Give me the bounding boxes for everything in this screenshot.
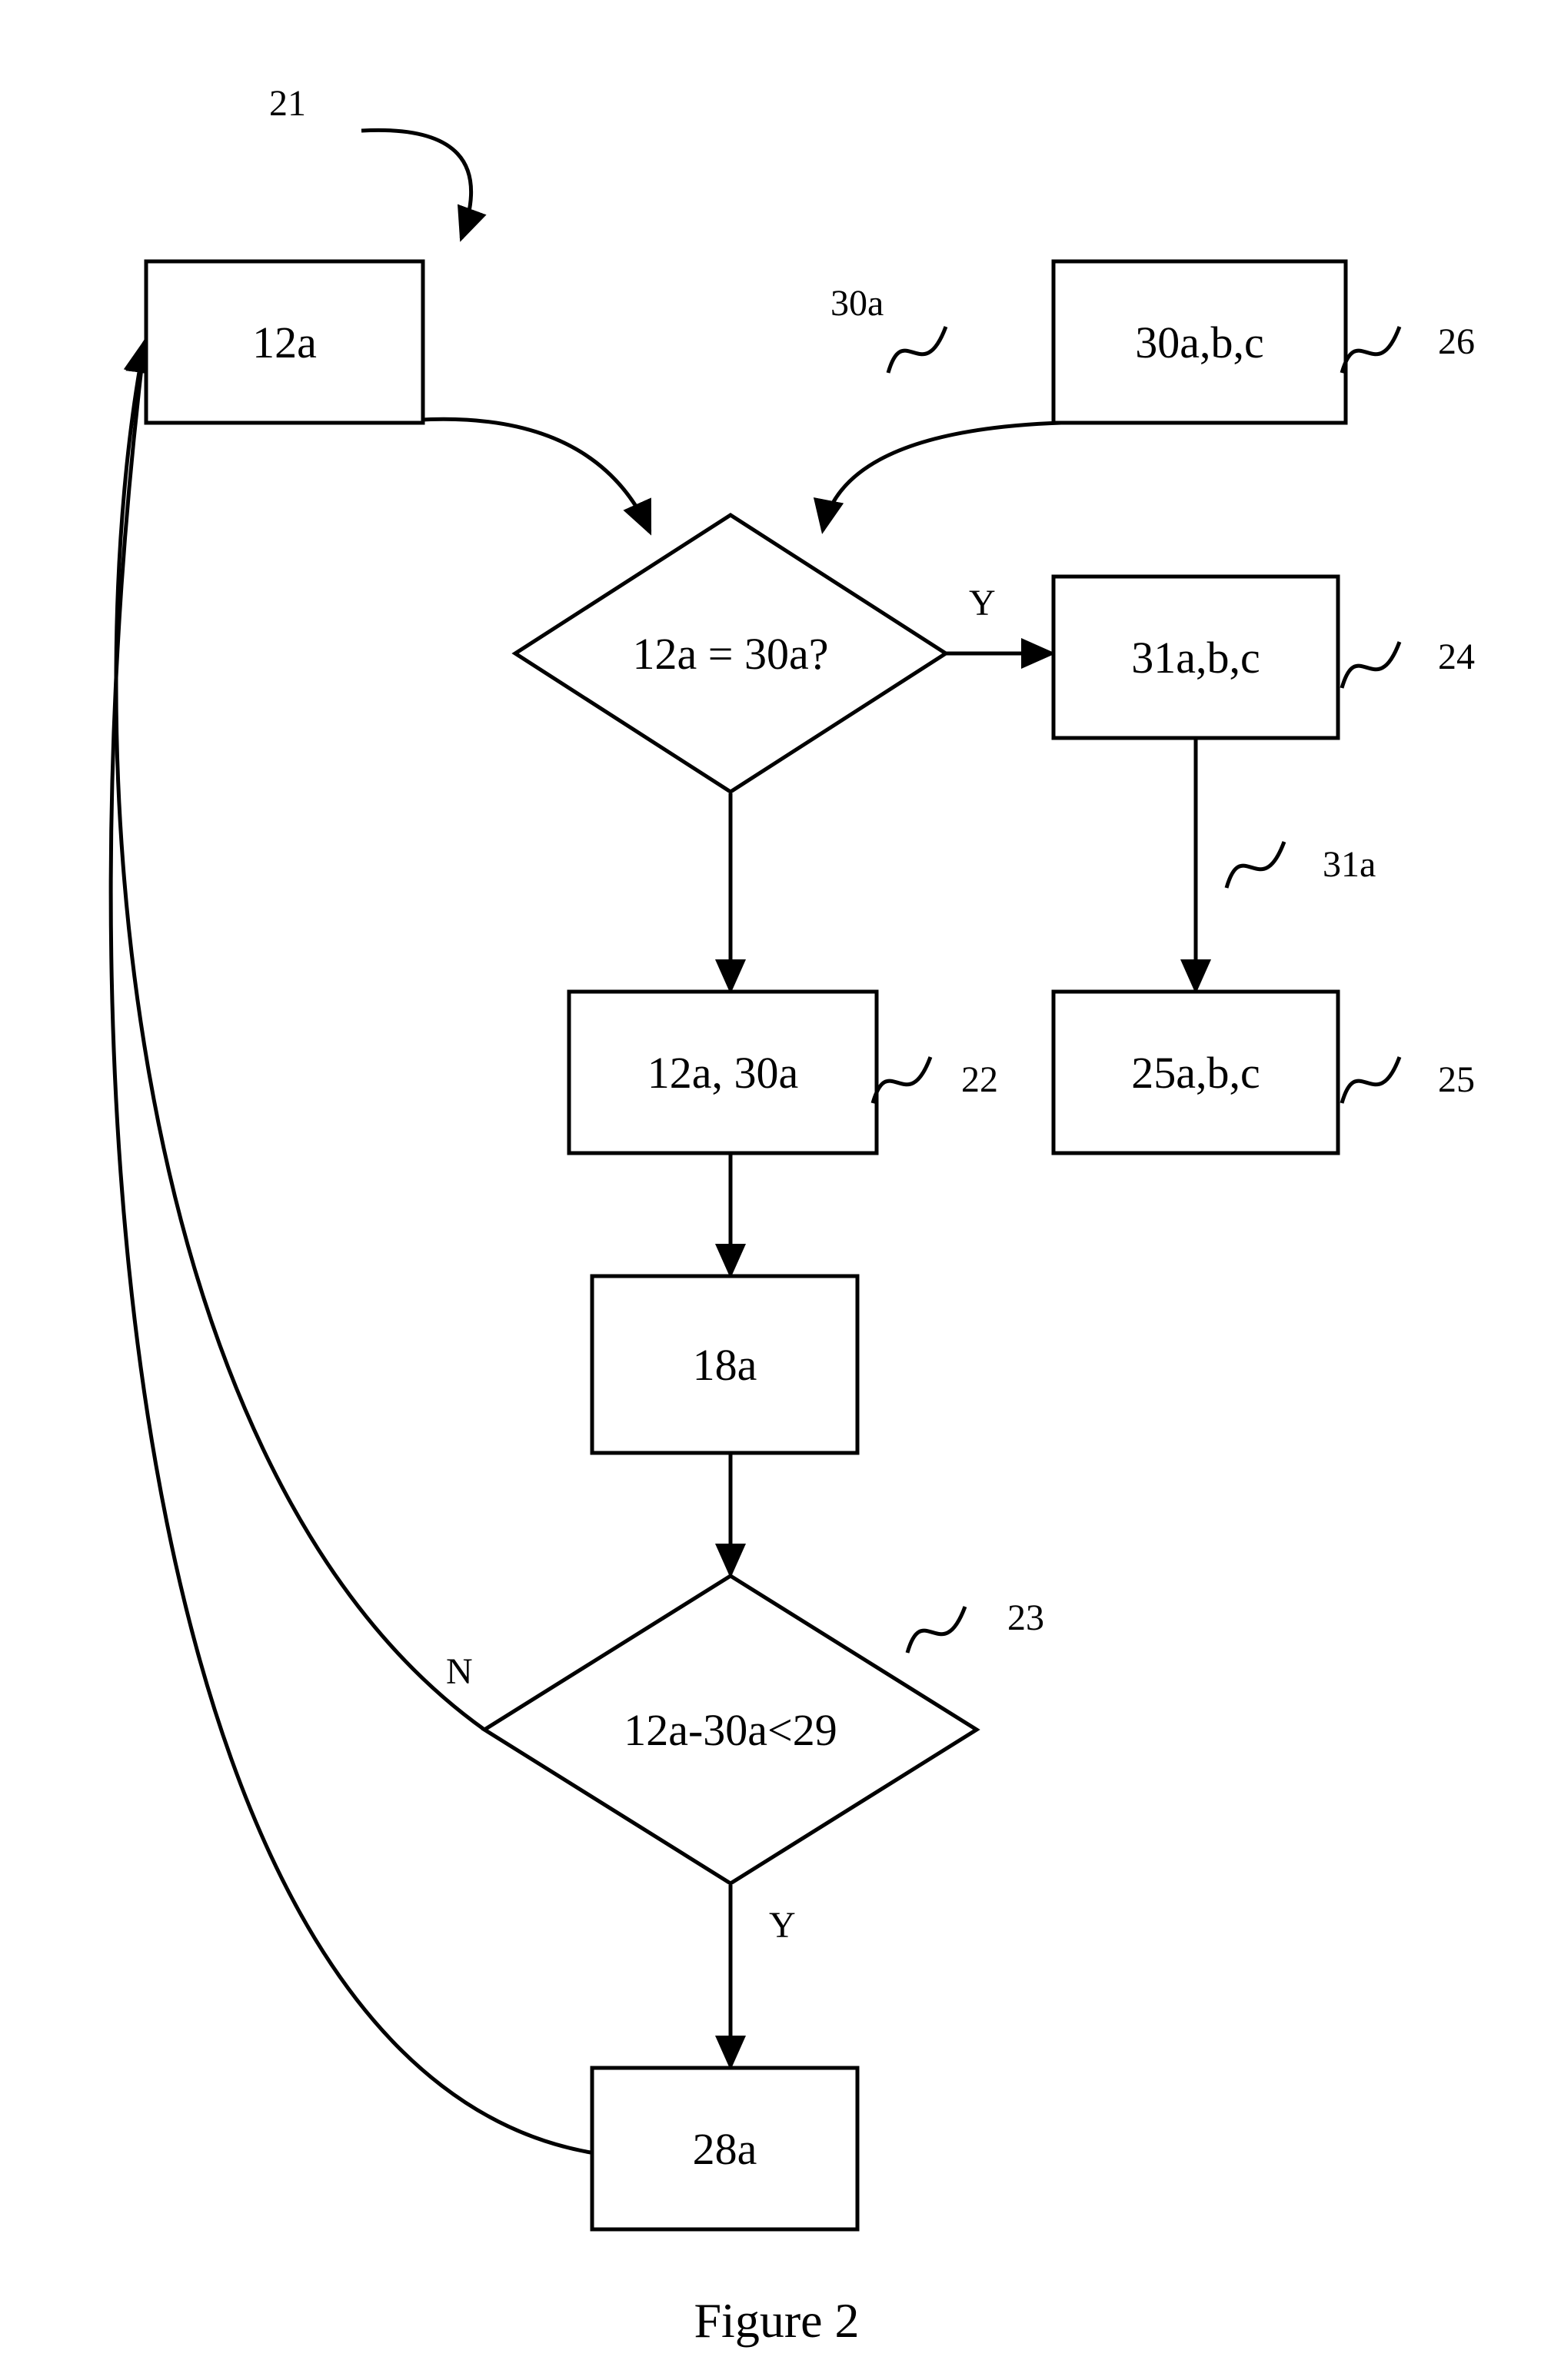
flowchart-node-n26: 30a,b,c [1053, 261, 1346, 423]
flowchart-edge: N [116, 342, 484, 1730]
callout-c26: 26 [1342, 321, 1475, 373]
flowchart-node-n25: 25a,b,c [1053, 992, 1338, 1153]
flowchart-node-n24: 31a,b,c [1053, 577, 1338, 738]
callout-c23: 23 [907, 1597, 1044, 1653]
flowchart-edge [823, 423, 1061, 530]
node-label: 12a-30a<29 [624, 1705, 837, 1755]
callout-label: 24 [1438, 637, 1475, 677]
flowchart-node-n18a: 18a [592, 1276, 857, 1453]
edge-label: N [446, 1651, 473, 1692]
figure-caption: Figure 2 [694, 2293, 859, 2348]
node-label: 12a, 30a [647, 1048, 799, 1098]
callout-label: 30a [830, 283, 884, 324]
node-label: 25a,b,c [1131, 1048, 1260, 1098]
flowchart-edge [111, 342, 591, 2152]
callout-c24: 24 [1342, 637, 1475, 688]
node-label: 18a [693, 1340, 757, 1390]
callout-label: 26 [1438, 321, 1475, 362]
node-label: 31a,b,c [1131, 633, 1260, 683]
flowchart-node-n22: 12a, 30a [569, 992, 877, 1153]
callout-c30a: 30a [830, 283, 946, 373]
node-label: 30a,b,c [1135, 317, 1264, 367]
callout-c31a: 31a [1226, 842, 1376, 888]
callout-label: 22 [961, 1059, 998, 1100]
callout-label: 25 [1438, 1059, 1475, 1100]
flowchart-edge: Y [946, 583, 1052, 653]
flowchart-node-n12a: 12a [146, 261, 423, 423]
callout-c25: 25 [1342, 1057, 1475, 1103]
flowchart-edge [384, 419, 650, 532]
flowchart-edge: Y [731, 1885, 796, 2066]
callout-label: 23 [1007, 1597, 1044, 1638]
callout-c22: 22 [873, 1057, 998, 1103]
node-label: 12a [252, 317, 317, 367]
flowchart-node-dec2: 12a-30a<29 [484, 1576, 977, 1883]
callout-label: 31a [1323, 844, 1376, 885]
edge-label: Y [969, 583, 996, 623]
callout-c21: 21 [269, 83, 471, 238]
flowchart-node-dec1: 12a = 30a? [515, 515, 946, 792]
node-label: 12a = 30a? [633, 629, 829, 679]
callout-label: 21 [269, 83, 306, 124]
flowchart-node-n28a: 28a [592, 2068, 857, 2229]
node-label: 28a [693, 2124, 757, 2174]
edge-label: Y [769, 1905, 796, 1946]
